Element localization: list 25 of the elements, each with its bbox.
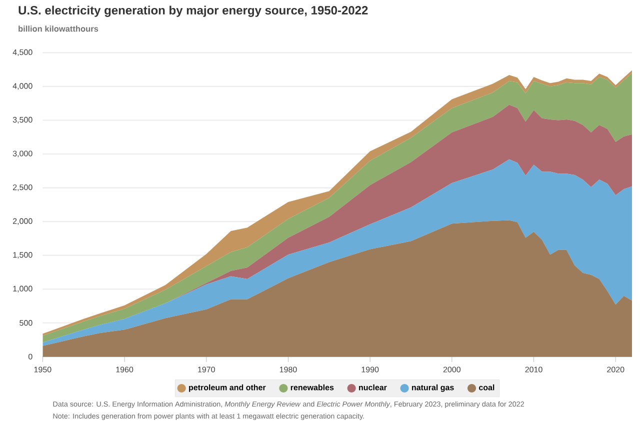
y-tick-label: 3,500 [12,116,32,124]
x-tick-label: 1970 [198,366,215,372]
legend-label: natural gas [412,384,454,392]
y-tick-label: 0 [28,354,32,360]
y-tick-label: 3,000 [12,150,32,158]
x-tick-label: 1950 [34,366,52,372]
y-tick-label: 4,000 [12,83,32,90]
legend-label: nuclear [359,384,387,390]
y-tick-label: 1,500 [13,252,32,259]
y-tick-label: 500 [20,320,32,326]
x-tick-label: 2000 [443,366,461,372]
legend-label: coal [478,384,494,390]
legend-label: petroleum and other [189,384,266,392]
legend-label: renewables [290,384,334,390]
x-tick-label: 1990 [362,366,379,372]
x-tick-label: 2020 [607,366,624,372]
y-tick-label: 2,000 [13,218,32,225]
y-tick-label: 2,500 [13,184,32,192]
y-tick-label: 4,500 [12,49,32,56]
x-tick-label: 1980 [280,366,297,372]
chart-subtitle: billion kilowatthours [18,26,98,32]
x-tick-label: 2010 [525,366,542,372]
y-tick-label: 1,000 [13,286,32,292]
chart-title: U.S. electricity generation by major energy source, 1950-2022 [18,6,368,17]
x-tick-label: 1960 [116,366,134,372]
